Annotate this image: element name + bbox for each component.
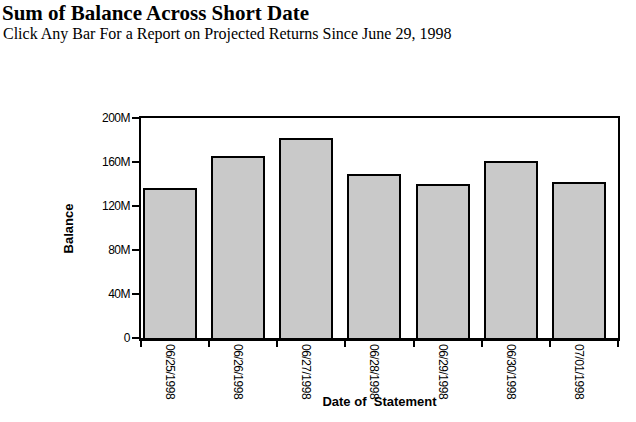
- bar-06/27/1998[interactable]: [279, 138, 333, 338]
- chart-title: Sum of Balance Across Short Date: [2, 1, 309, 26]
- bar-06/28/1998[interactable]: [347, 174, 401, 338]
- y-tick-label: 0: [88, 332, 130, 344]
- x-tick-mark: [549, 341, 551, 347]
- bar-06/25/1998[interactable]: [143, 188, 197, 338]
- x-tick-label: 06/26/1998: [231, 344, 245, 399]
- x-tick-mark: [140, 341, 142, 347]
- bar-06/30/1998[interactable]: [484, 161, 538, 338]
- x-tick-label: 06/27/1998: [299, 344, 313, 399]
- y-tick-mark: [132, 293, 139, 295]
- x-tick-label: 06/29/1998: [436, 344, 450, 399]
- bar-07/01/1998[interactable]: [552, 182, 606, 338]
- chart-subtitle: Click Any Bar For a Report on Projected …: [3, 25, 451, 43]
- bar-06/26/1998[interactable]: [211, 156, 265, 338]
- y-axis-title-wrap: Balance: [54, 116, 84, 341]
- y-tick-mark: [132, 161, 139, 163]
- x-tick-mark: [344, 341, 346, 347]
- x-tick-label: 06/28/1998: [367, 344, 381, 399]
- plot-area: [139, 116, 620, 341]
- x-tick-mark: [617, 341, 619, 347]
- y-tick-label: 160M: [88, 156, 130, 168]
- x-tick-mark: [208, 341, 210, 347]
- y-tick-mark: [132, 205, 139, 207]
- y-tick-mark: [132, 117, 139, 119]
- x-tick-label: 07/01/1998: [572, 344, 586, 399]
- x-axis-title: Date of Statement: [139, 394, 620, 409]
- chart-canvas: Sum of Balance Across Short Date Click A…: [0, 0, 636, 422]
- y-tick-mark: [132, 249, 139, 251]
- y-tick-label: 80M: [88, 244, 130, 256]
- y-tick-mark: [132, 337, 139, 339]
- y-axis-title: Balance: [62, 204, 77, 254]
- y-tick-label: 120M: [88, 200, 130, 212]
- x-tick-label: 06/25/1998: [163, 344, 177, 399]
- x-tick-mark: [413, 341, 415, 347]
- x-tick-label: 06/30/1998: [504, 344, 518, 399]
- y-tick-label: 200M: [88, 112, 130, 124]
- bar-06/29/1998[interactable]: [416, 184, 470, 338]
- x-tick-mark: [276, 341, 278, 347]
- y-tick-label: 40M: [88, 288, 130, 300]
- x-tick-mark: [481, 341, 483, 347]
